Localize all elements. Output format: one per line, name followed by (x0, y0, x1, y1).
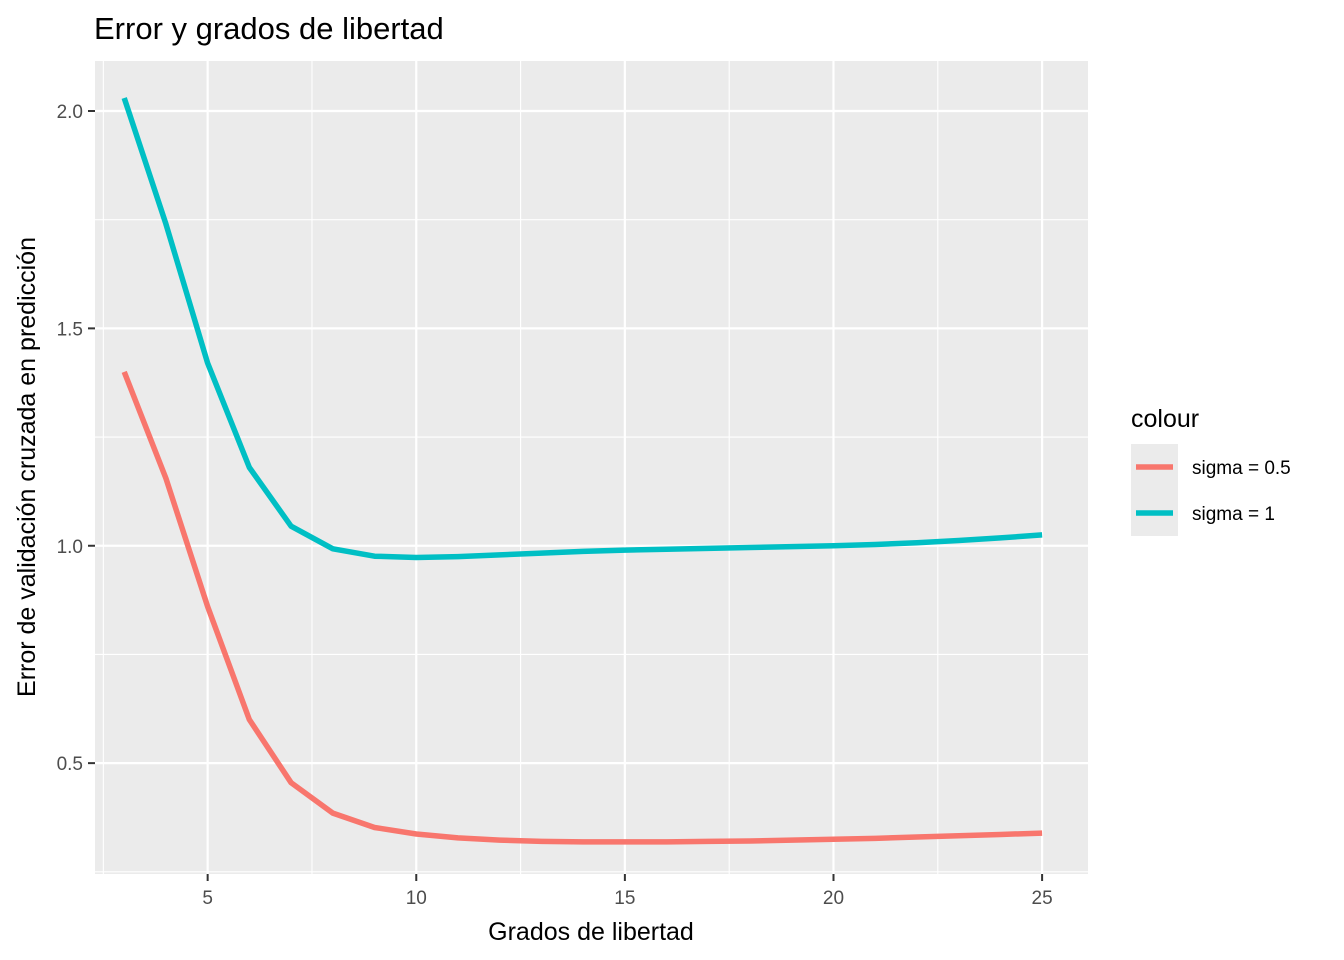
x-tick-label: 25 (1032, 888, 1053, 909)
major-grid (95, 61, 1088, 874)
legend-title: colour (1131, 405, 1199, 433)
x-axis: 5 10 15 20 25 (202, 874, 1053, 909)
y-axis-title: Error de validación cruzada en predicció… (13, 237, 41, 697)
x-tick-label: 15 (614, 888, 635, 909)
y-tick-label: 1.0 (57, 537, 83, 558)
x-axis-title: Grados de libertad (488, 918, 694, 946)
series-line (121, 97, 1043, 561)
legend-label: sigma = 1 (1192, 504, 1275, 525)
series-line (121, 370, 1043, 845)
x-tick-label: 5 (202, 888, 213, 909)
x-tick-label: 10 (406, 888, 427, 909)
minor-grid (95, 61, 1088, 874)
chart-title: Error y grados de libertad (94, 11, 444, 46)
legend: colour sigma = 0.5 sigma = 1 (1131, 405, 1291, 536)
x-tick-label: 20 (823, 888, 844, 909)
y-tick-label: 0.5 (57, 754, 83, 775)
series-layer (121, 97, 1043, 845)
plot-panel (95, 61, 1088, 874)
y-tick-label: 2.0 (57, 102, 83, 123)
legend-label: sigma = 0.5 (1192, 458, 1291, 479)
y-axis: 0.5 1.0 1.5 2.0 (57, 102, 95, 775)
y-tick-label: 1.5 (57, 319, 83, 340)
